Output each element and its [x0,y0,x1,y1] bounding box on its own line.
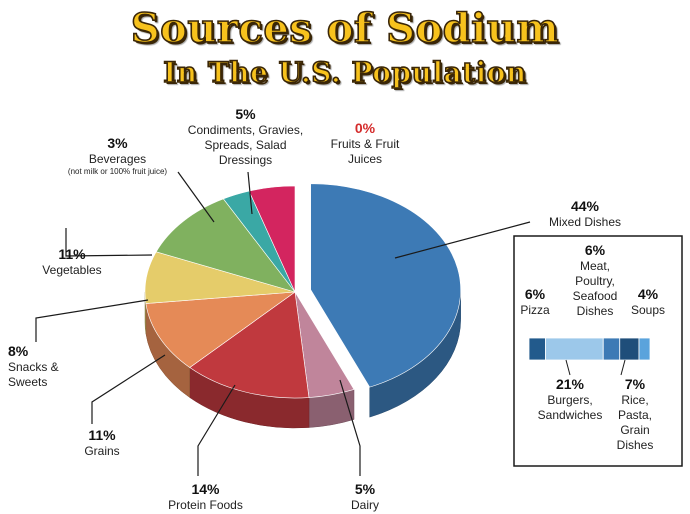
slice-vegetables [155,198,296,293]
label-protein: 14% Protein Foods [168,481,243,512]
leader-line [394,221,531,259]
leader-line [339,379,361,476]
slice-mixed-dishes [310,183,461,388]
breakdown-segment-pizza [528,337,546,361]
leader-line [91,354,166,424]
label-rice: 7% Rice, Pasta, Grain Dishes [616,376,654,452]
breakdown-segment-soups [638,337,651,361]
chart-subtitle: In The U.S. Population [162,55,527,90]
chart-title: Sources of Sodium [130,5,560,53]
breakdown-segment-rice-pasta-grain-dishes [619,337,640,361]
leader-line [35,299,149,342]
leader-line [65,228,153,257]
label-soups: 4% Soups [630,286,666,317]
label-vegetables: 11% Vegetables [42,246,102,277]
breakdown-leader [620,359,626,376]
label-meat: 6% Meat, Poultry, Seafood Dishes [572,242,618,318]
label-grains: 11% Grains [84,427,120,458]
label-beverages: 3% Beverages (not milk or 100% fruit jui… [67,135,168,176]
leader-line [197,384,236,476]
slice-grains [145,291,297,368]
label-dairy: 5% Dairy [350,481,379,512]
slice-condiments-gravies-spreads-salad-dressings [248,185,296,293]
slice-protein-foods [189,291,310,399]
label-burgers: 21% Burgers, Sandwiches [537,376,603,422]
label-snacks: 8% Snacks & Sweets [8,343,59,389]
leader-line [177,171,215,223]
label-fruits: 0% Fruits & Fruit Juices [330,120,400,166]
breakdown-segment-burgers-sandwiches [545,337,604,361]
label-pizza: 6% Pizza [520,286,550,317]
breakdown-leader [565,359,571,376]
label-mixed-dishes: 44% Mixed Dishes [548,198,622,229]
leader-line [247,171,253,215]
label-condiments: 5% Condiments, Gravies, Spreads, Salad D… [187,106,304,167]
breakdown-segment-meat-poultry-seafood-dishes [602,337,621,361]
